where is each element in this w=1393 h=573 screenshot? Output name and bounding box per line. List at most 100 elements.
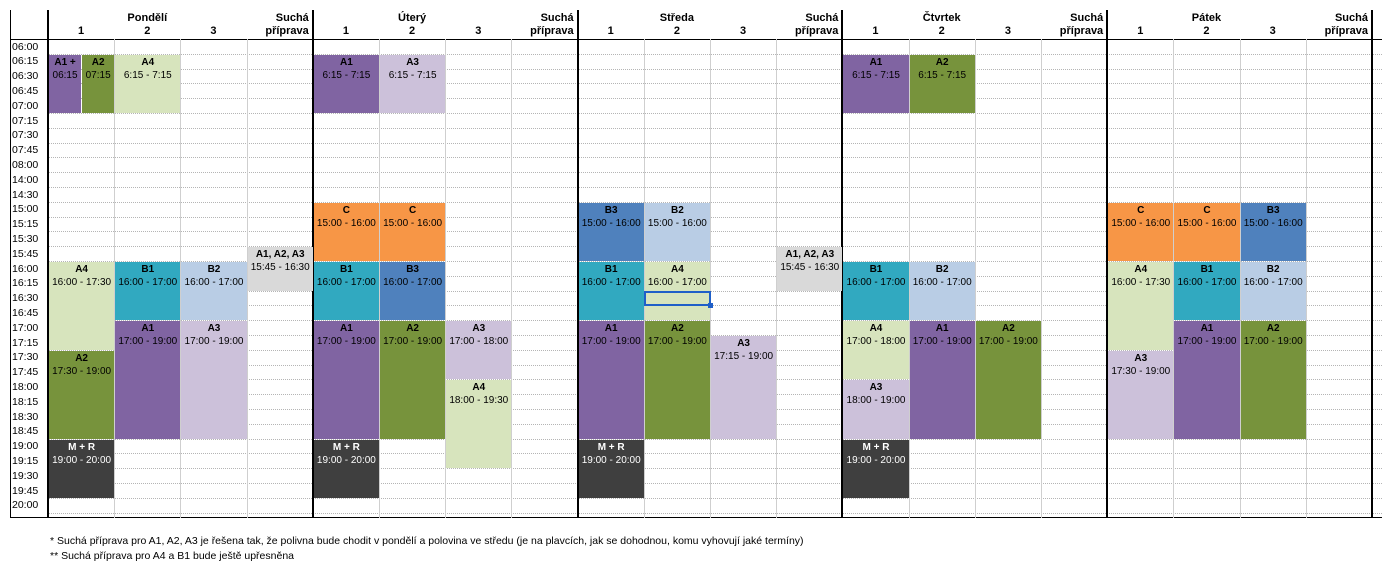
- schedule-block[interactable]: B3 15:00 - 16:00: [1240, 202, 1306, 261]
- schedule-block[interactable]: B2 16:00 - 17:00: [909, 262, 975, 321]
- block-group: M + R: [332, 441, 360, 453]
- schedule-block[interactable]: C 15:00 - 16:00: [1108, 202, 1174, 261]
- schedule-block[interactable]: C 15:00 - 16:00: [380, 202, 446, 261]
- block-group: B3: [406, 264, 419, 275]
- schedule-block[interactable]: A1 6:15 - 7:15: [313, 54, 379, 113]
- day-divider: [576, 10, 579, 518]
- schedule-block[interactable]: C 15:00 - 16:00: [1174, 202, 1240, 261]
- block-time: 16:00 - 17:30: [52, 277, 112, 288]
- schedule-block[interactable]: A1 17:00 - 19:00: [1174, 321, 1240, 439]
- schedule-block[interactable]: A1 +06:15: [49, 54, 82, 113]
- schedule-block[interactable]: B2 16:00 - 17:00: [1240, 262, 1306, 321]
- block-time: 16:00 - 17:00: [383, 277, 443, 288]
- block-group: A2: [91, 56, 105, 68]
- schedule-block[interactable]: B2 16:00 - 17:00: [181, 262, 247, 321]
- schedule-block[interactable]: B1 16:00 - 17:00: [578, 262, 644, 321]
- dry-prep-header: Suchá: [1070, 12, 1104, 24]
- schedule-block[interactable]: C 15:00 - 16:00: [313, 202, 379, 261]
- block-group: A3: [207, 323, 221, 335]
- schedule-block[interactable]: A3 17:15 - 19:00: [711, 336, 777, 439]
- schedule-block[interactable]: A2 17:00 - 19:00: [644, 321, 710, 439]
- schedule-block[interactable]: A4 16:00 - 17:30: [1108, 262, 1174, 350]
- schedule-block[interactable]: A2 17:00 - 19:00: [380, 321, 446, 439]
- column-line: [1041, 39, 1042, 518]
- schedule-block[interactable]: A4 17:00 - 18:00: [843, 321, 909, 380]
- schedule-block[interactable]: A4 6:15 - 7:15: [115, 54, 181, 113]
- block-group: C: [1137, 204, 1145, 216]
- schedule-block[interactable]: M + R 19:00 - 20:00: [313, 439, 379, 498]
- day-header: Čtvrtek: [922, 12, 961, 24]
- schedule-block[interactable]: A1, A2, A3 15:45 - 16:30: [247, 247, 313, 291]
- block-group: A1: [339, 56, 353, 68]
- block-group: B3: [1266, 204, 1280, 216]
- time-label: 16:30: [12, 292, 39, 305]
- schedule-block[interactable]: A4 16:00 - 17:30: [49, 262, 115, 350]
- selected-cell[interactable]: [643, 290, 711, 307]
- fill-handle[interactable]: [708, 303, 713, 309]
- block-group: B1: [339, 264, 353, 275]
- schedule-block[interactable]: B3 16:00 - 17:00: [380, 262, 446, 321]
- schedule-block[interactable]: A1 17:00 - 19:00: [313, 321, 379, 439]
- schedule-block[interactable]: A2 07:15: [82, 54, 115, 113]
- schedule-block[interactable]: A2 17:30 - 19:00: [49, 350, 115, 439]
- block-group: A3: [406, 56, 419, 68]
- block-group: B3: [604, 204, 618, 216]
- schedule-block[interactable]: A3 18:00 - 19:00: [843, 380, 909, 439]
- schedule-block[interactable]: B1 16:00 - 17:00: [313, 262, 379, 321]
- block-group: A4: [75, 264, 88, 275]
- column-number: 2: [144, 25, 151, 37]
- block-time: 17:00 - 19:00: [383, 336, 443, 348]
- row-line: [48, 320, 1382, 322]
- block-group: B2: [1266, 264, 1280, 275]
- column-line: [246, 39, 248, 518]
- row-line: [48, 335, 1382, 336]
- schedule-block[interactable]: B1 16:00 - 17:00: [115, 262, 181, 321]
- block-time: 17:00 - 19:00: [581, 336, 641, 348]
- block-group: B2: [207, 264, 221, 275]
- block-group: A3: [1134, 352, 1148, 364]
- column-number: 3: [1269, 25, 1276, 37]
- row-line: [48, 468, 1382, 470]
- schedule-block[interactable]: A1, A2, A3 15:45 - 16:30: [777, 247, 843, 291]
- column-number: 3: [210, 25, 217, 37]
- block-group: B2: [670, 204, 684, 216]
- schedule-block[interactable]: A3 17:00 - 18:00: [446, 321, 512, 380]
- block-time: 16:00 - 17:00: [1243, 277, 1303, 288]
- schedule-block[interactable]: B1 16:00 - 17:00: [1174, 262, 1240, 321]
- schedule-block[interactable]: A3 6:15 - 7:15: [380, 54, 446, 113]
- block-time: 17:00 - 18:00: [846, 336, 906, 348]
- schedule-block[interactable]: A1 17:00 - 19:00: [115, 321, 181, 439]
- column-number: 1: [78, 25, 85, 37]
- schedule-block[interactable]: A2 17:00 - 19:00: [1240, 321, 1306, 439]
- time-label: 19:00: [12, 440, 39, 453]
- schedule-block[interactable]: A1 6:15 - 7:15: [843, 54, 909, 113]
- block-time: 17:00 - 19:00: [118, 336, 178, 348]
- schedule-block[interactable]: A2 17:00 - 19:00: [975, 321, 1041, 439]
- schedule-block[interactable]: M + R 19:00 - 20:00: [578, 439, 644, 498]
- schedule-block[interactable]: B1 16:00 - 17:00: [843, 262, 909, 321]
- column-number: 1: [1137, 25, 1144, 37]
- block-time: 15:45 - 16:30: [780, 262, 840, 274]
- day-header: Pondělí: [127, 12, 168, 24]
- day-divider: [841, 10, 844, 518]
- dry-prep-header: příprava: [794, 25, 839, 37]
- schedule-block[interactable]: A2 6:15 - 7:15: [909, 54, 975, 113]
- block-group: A1: [1200, 323, 1214, 335]
- block-time: 15:00 - 16:00: [647, 217, 707, 229]
- time-label: 15:15: [12, 218, 39, 231]
- block-group: A3: [737, 338, 750, 349]
- schedule-block[interactable]: A1 17:00 - 19:00: [909, 321, 975, 439]
- time-label: 18:45: [12, 425, 39, 438]
- schedule-block[interactable]: A3 17:30 - 19:00: [1108, 350, 1174, 439]
- block-group: A1: [869, 56, 883, 68]
- schedule-block[interactable]: A1 17:00 - 19:00: [578, 321, 644, 439]
- schedule-block[interactable]: B2 15:00 - 16:00: [644, 202, 710, 261]
- schedule-block[interactable]: B3 15:00 - 16:00: [578, 202, 644, 261]
- time-label: 20:00: [12, 499, 39, 512]
- schedule-block[interactable]: A4 18:00 - 19:30: [446, 380, 512, 469]
- time-label: 19:15: [12, 454, 39, 467]
- schedule-block[interactable]: M + R 19:00 - 20:00: [843, 439, 909, 498]
- schedule-block[interactable]: M + R 19:00 - 20:00: [49, 439, 115, 498]
- block-time: 16:00 - 17:30: [1111, 277, 1171, 288]
- schedule-block[interactable]: A3 17:00 - 19:00: [181, 321, 247, 439]
